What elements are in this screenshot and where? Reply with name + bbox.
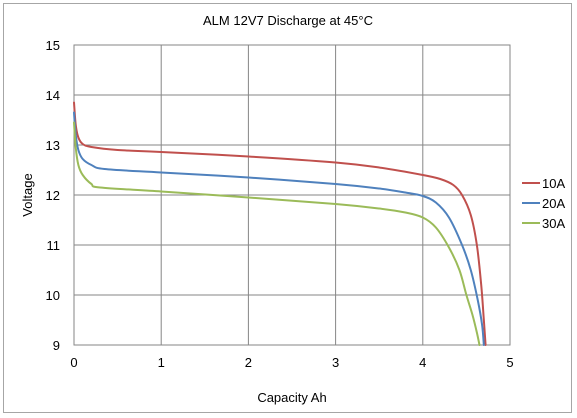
x-tick-label: 3 [332, 355, 339, 370]
y-tick-label: 14 [46, 88, 60, 103]
x-tick-label: 1 [158, 355, 165, 370]
series-line-20a [73, 111, 485, 346]
y-tick-label: 15 [46, 38, 60, 53]
series-lines [73, 101, 487, 346]
x-axis-title: Capacity Ah [257, 390, 326, 405]
series-line-30a [73, 121, 481, 346]
legend-label-30a: 30A [542, 216, 565, 231]
y-tick-label: 9 [53, 338, 60, 353]
x-tick-label: 2 [245, 355, 252, 370]
x-tick-label: 5 [506, 355, 513, 370]
x-tick-label: 0 [70, 355, 77, 370]
y-tick-label: 13 [46, 138, 60, 153]
legend-label-20a: 20A [542, 196, 565, 211]
y-tick-label: 12 [46, 188, 60, 203]
x-tick-label: 4 [419, 355, 426, 370]
legend: 10A 20A 30A [522, 176, 565, 231]
y-axis-title: Voltage [20, 173, 35, 216]
series-line-10a [73, 101, 487, 346]
chart-title: ALM 12V7 Discharge at 45°C [203, 13, 373, 28]
y-tick-label: 11 [47, 238, 61, 253]
y-tick-label: 10 [46, 288, 60, 303]
legend-label-10a: 10A [542, 176, 565, 191]
grid-lines [74, 45, 510, 345]
